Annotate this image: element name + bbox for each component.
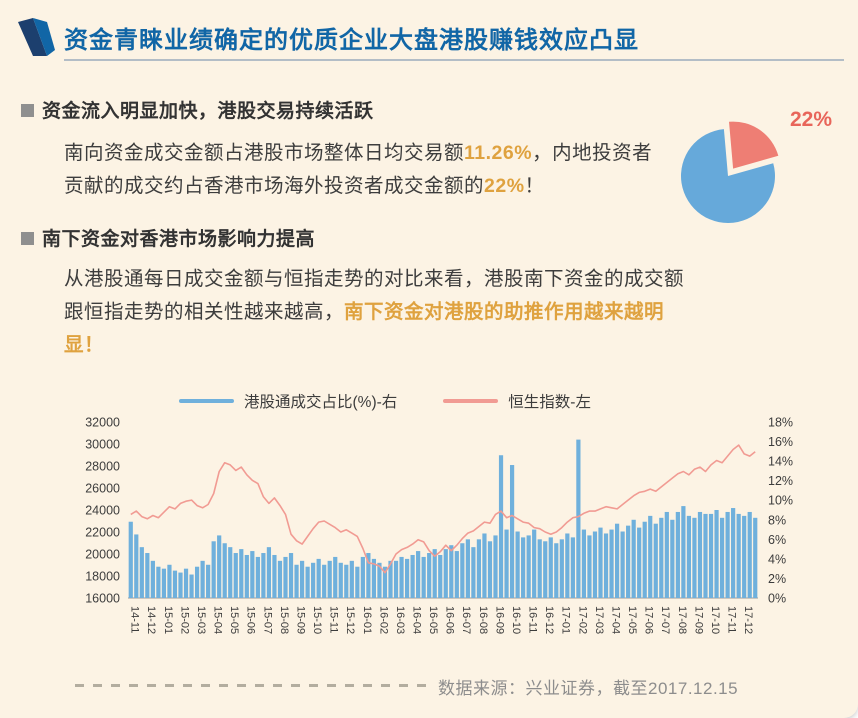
svg-text:14%: 14% xyxy=(768,455,793,469)
svg-text:28000: 28000 xyxy=(85,460,120,474)
svg-text:15-01: 15-01 xyxy=(162,606,174,634)
svg-text:17-02: 17-02 xyxy=(576,606,588,634)
svg-text:17-08: 17-08 xyxy=(676,606,688,634)
svg-text:14-11: 14-11 xyxy=(129,606,141,633)
svg-text:17-05: 17-05 xyxy=(626,606,638,634)
svg-text:17-11: 17-11 xyxy=(726,606,738,633)
combo-chart: 32000 30000 28000 26000 24000 22000 20000 18000… xyxy=(85,416,793,635)
section1-body: 南向资金成交金额占港股市场整体日均交易额11.26%，内地投资者贡献的成交约占香… xyxy=(64,137,670,203)
svg-text:24000: 24000 xyxy=(85,504,120,518)
svg-text:18000: 18000 xyxy=(85,570,120,584)
svg-text:17-09: 17-09 xyxy=(692,606,704,634)
svg-text:16-06: 16-06 xyxy=(444,606,456,634)
svg-text:15-04: 15-04 xyxy=(212,606,224,634)
pie-chart: 22% xyxy=(672,104,848,244)
svg-text:16%: 16% xyxy=(768,435,793,449)
bullet-square-icon xyxy=(21,104,34,117)
svg-text:15-08: 15-08 xyxy=(278,606,290,634)
svg-text:4%: 4% xyxy=(768,552,786,566)
legend-label-line: 恒生指数-左 xyxy=(508,394,591,411)
svg-text:16-08: 16-08 xyxy=(477,606,489,634)
svg-text:15-07: 15-07 xyxy=(261,606,273,634)
svg-text:22000: 22000 xyxy=(85,526,120,540)
svg-text:15-05: 15-05 xyxy=(228,606,240,634)
svg-text:17-12: 17-12 xyxy=(742,606,754,634)
svg-text:14-12: 14-12 xyxy=(145,606,157,634)
highlight-text: 22% xyxy=(484,175,525,197)
svg-text:16-02: 16-02 xyxy=(377,606,389,634)
svg-text:18%: 18% xyxy=(768,416,793,430)
header-underline xyxy=(64,59,844,61)
svg-text:0%: 0% xyxy=(768,592,786,606)
svg-text:2%: 2% xyxy=(768,572,786,586)
svg-text:10%: 10% xyxy=(768,494,793,508)
svg-text:15-02: 15-02 xyxy=(178,606,190,634)
svg-text:15-06: 15-06 xyxy=(245,606,257,634)
body-text: 从港股通每日成交金额与恒指走势的对比来看，港股南下资金的成交额跟恒指走势的相关性… xyxy=(64,268,685,323)
svg-text:15-09: 15-09 xyxy=(294,606,306,634)
svg-text:15-03: 15-03 xyxy=(195,606,207,634)
bullet-square-icon xyxy=(21,232,34,245)
chart-legend: 港股通成交占比(%)-右 恒生指数-左 xyxy=(115,390,655,412)
pie-percentage-label: 22% xyxy=(790,108,833,131)
body-text: ，内地投资者贡献的成交约占香港市场海外投资者成交金额的 xyxy=(64,142,653,197)
svg-text:20000: 20000 xyxy=(85,548,120,562)
flag-icon xyxy=(16,16,60,58)
svg-text:16-09: 16-09 xyxy=(493,606,505,634)
page-title: 资金青睐业绩确定的优质企业大盘港股赚钱效应凸显 xyxy=(64,27,639,54)
svg-text:17-07: 17-07 xyxy=(659,606,671,634)
svg-text:17-03: 17-03 xyxy=(593,606,605,634)
svg-text:16-03: 16-03 xyxy=(394,606,406,634)
svg-text:12%: 12% xyxy=(768,474,793,488)
body-text: ！ xyxy=(524,175,545,197)
legend-item-bars: 港股通成交占比(%)-右 xyxy=(179,390,397,412)
svg-text:16-07: 16-07 xyxy=(460,606,472,634)
svg-text:16-11: 16-11 xyxy=(527,606,539,633)
svg-text:26000: 26000 xyxy=(85,482,120,496)
svg-text:15-12: 15-12 xyxy=(344,606,356,634)
legend-label-bars: 港股通成交占比(%)-右 xyxy=(244,394,398,411)
highlight-text: 11.26% xyxy=(464,142,533,164)
svg-text:17-10: 17-10 xyxy=(709,606,721,634)
svg-text:16-05: 16-05 xyxy=(427,606,439,634)
dashed-divider xyxy=(75,684,427,687)
legend-swatch-pink xyxy=(443,399,499,403)
svg-text:16-04: 16-04 xyxy=(411,606,423,634)
svg-text:17-01: 17-01 xyxy=(560,606,572,634)
legend-swatch-blue xyxy=(179,399,235,403)
pie-chart-svg xyxy=(680,121,779,224)
body-text: 南向资金成交金额占港股市场整体日均交易额 xyxy=(64,142,465,164)
svg-text:15-11: 15-11 xyxy=(328,606,340,633)
section1-heading: 资金流入明显加快，港股交易持续活跃 xyxy=(42,101,374,122)
highlight-text: 南下资金对港股的助推作用越来越明显！ xyxy=(64,301,665,356)
legend-item-line: 恒生指数-左 xyxy=(443,390,591,412)
section2-heading: 南下资金对香港市场影响力提高 xyxy=(42,229,316,250)
svg-text:6%: 6% xyxy=(768,533,786,547)
svg-text:8%: 8% xyxy=(768,513,786,527)
data-source-text: 数据来源：兴业证券，截至2017.12.15 xyxy=(438,679,739,698)
svg-text:16-10: 16-10 xyxy=(510,606,522,634)
svg-text:17-06: 17-06 xyxy=(643,606,655,634)
svg-text:16000: 16000 xyxy=(85,592,120,606)
svg-text:32000: 32000 xyxy=(85,416,120,430)
svg-text:15-10: 15-10 xyxy=(311,606,323,634)
svg-text:16-12: 16-12 xyxy=(543,606,555,634)
svg-text:30000: 30000 xyxy=(85,438,120,452)
section2-body: 从港股通每日成交金额与恒指走势的对比来看，港股南下资金的成交额跟恒指走势的相关性… xyxy=(64,263,689,362)
svg-text:17-04: 17-04 xyxy=(609,606,621,634)
svg-text:16-01: 16-01 xyxy=(361,606,373,634)
